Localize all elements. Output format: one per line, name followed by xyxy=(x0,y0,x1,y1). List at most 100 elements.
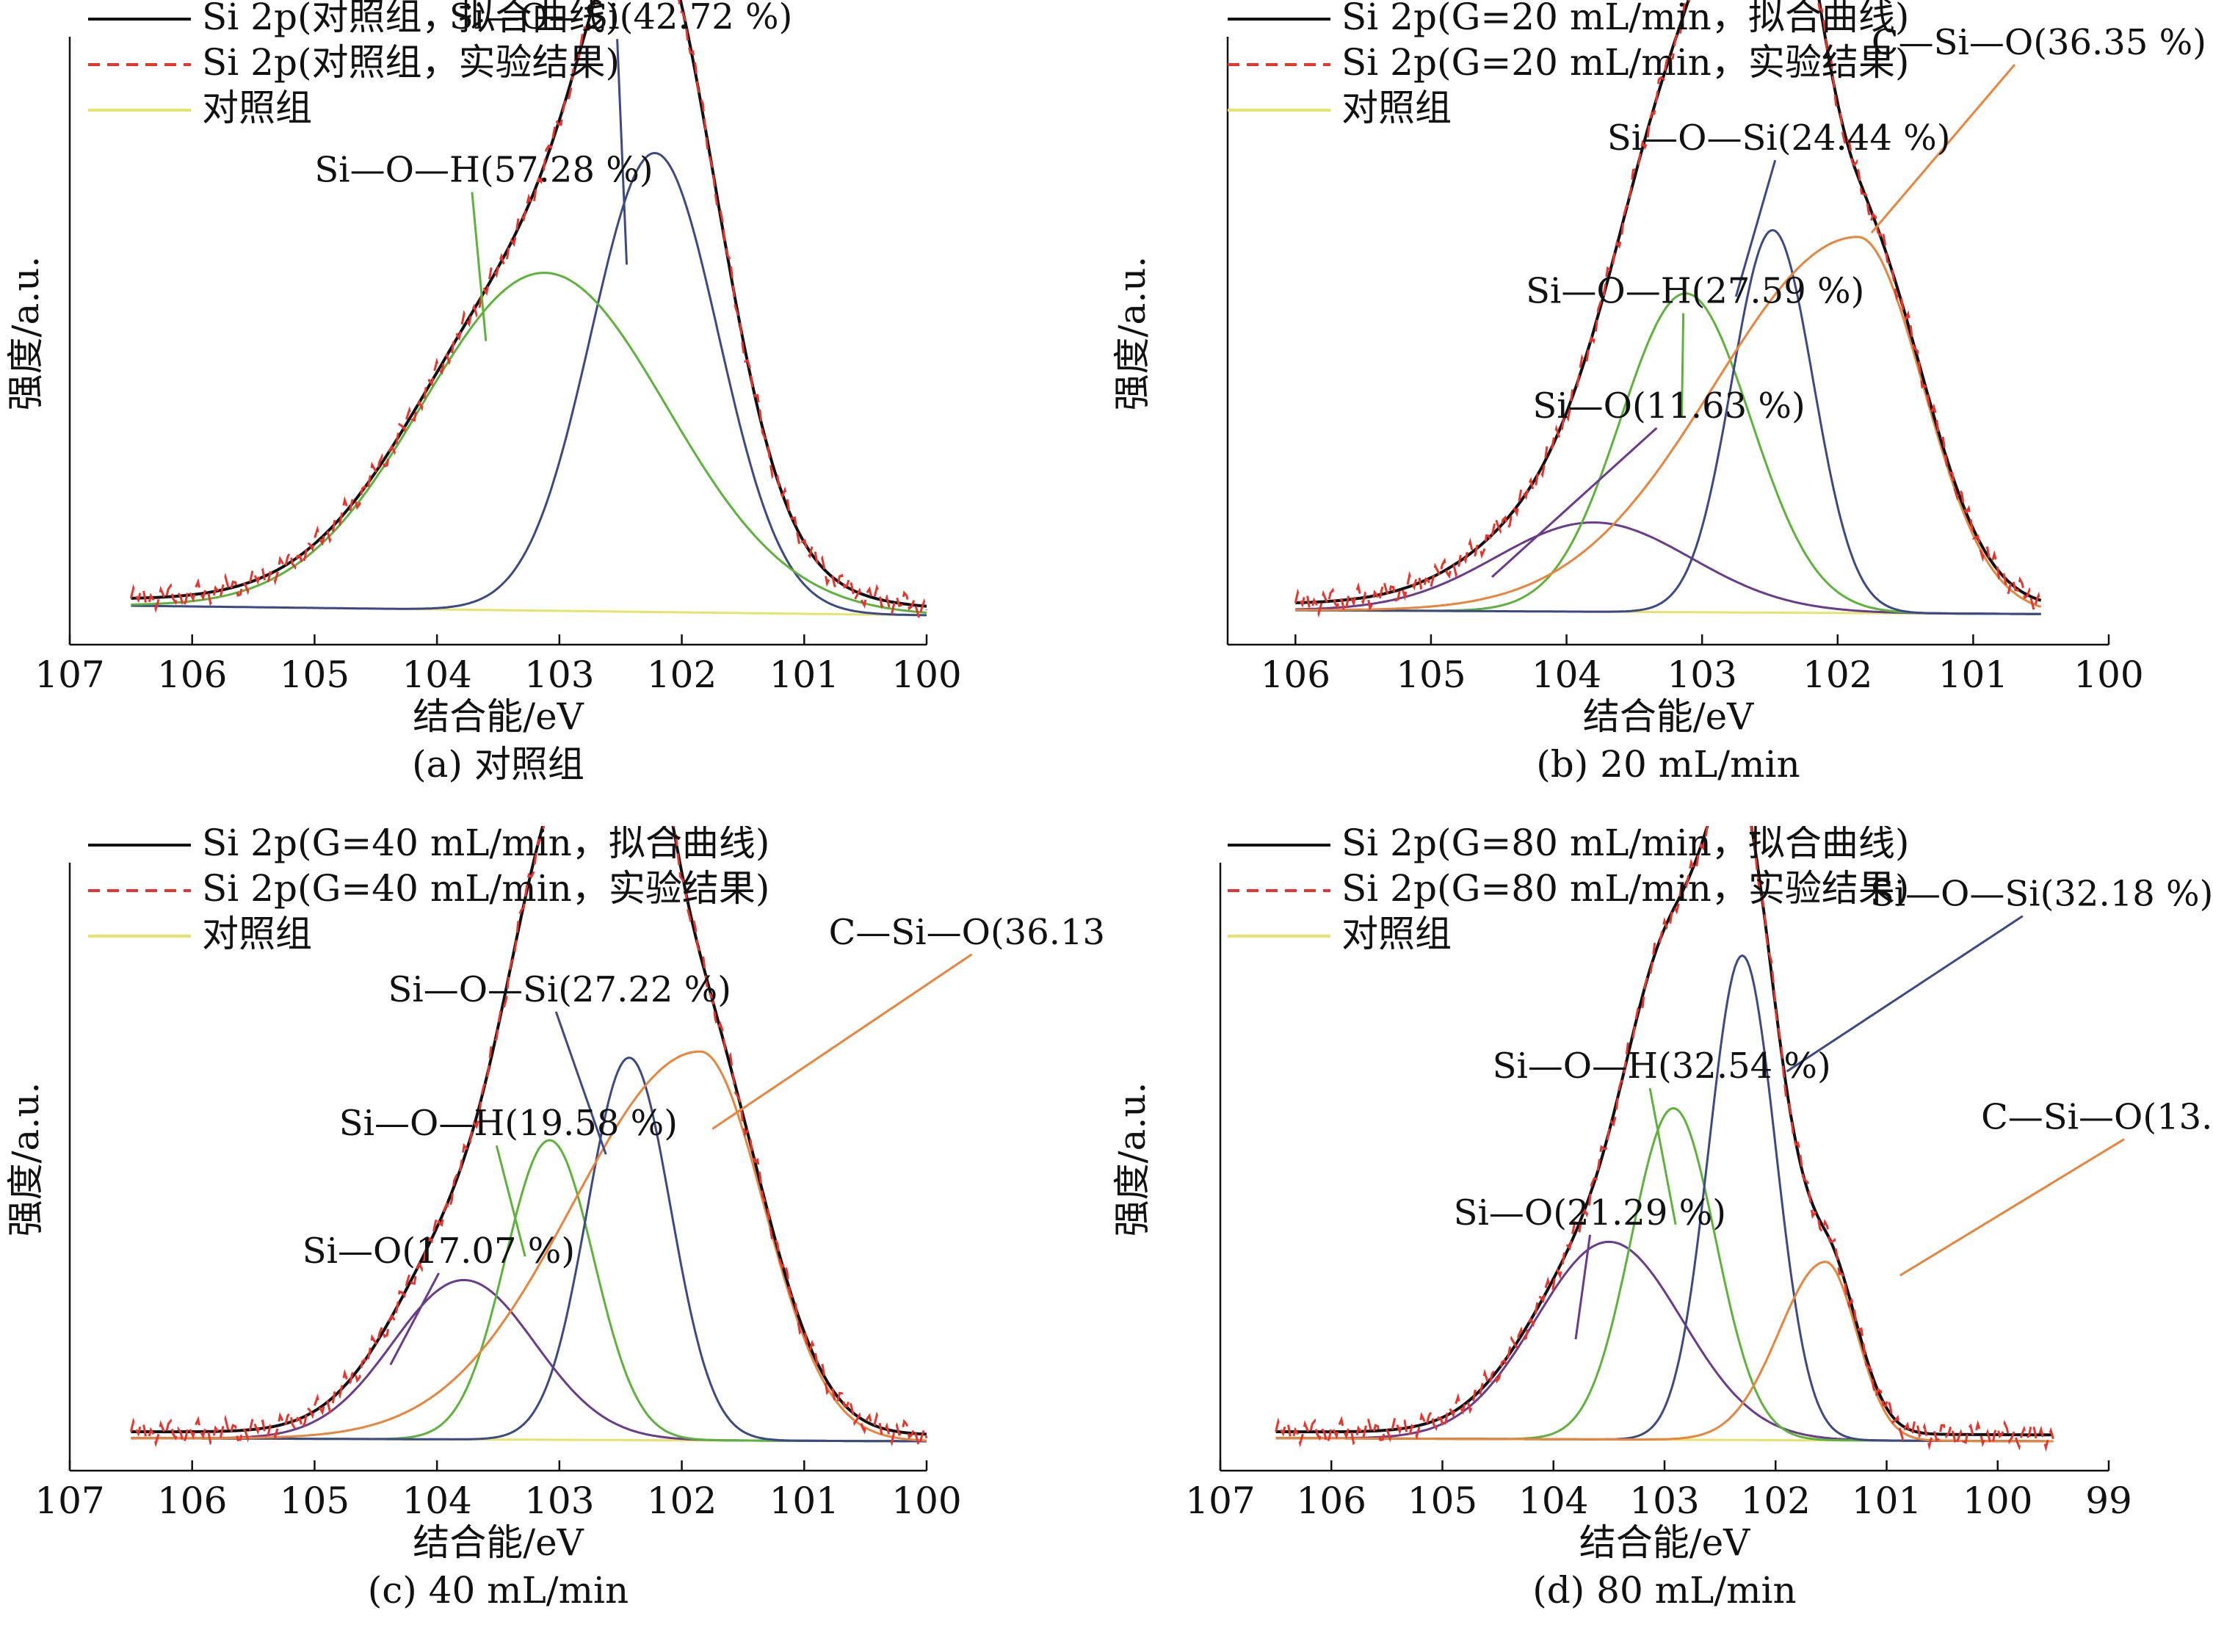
legend-label: Si 2p(G=40 mL/min，实验结果) xyxy=(202,867,769,910)
series-experiment xyxy=(129,826,928,1451)
x-tick-label: 105 xyxy=(280,1479,349,1522)
chart-panel-a: 107 106 105 104 103 102 101 100 结合能/eV 强度/a.u. (a)… xyxy=(4,0,962,786)
annotation-leader xyxy=(389,1272,440,1366)
x-tick-label: 106 xyxy=(1261,653,1330,696)
x-tick-label: 104 xyxy=(402,653,471,696)
x-tick-label: 105 xyxy=(1408,1479,1477,1522)
series-experiment xyxy=(1275,826,2054,1452)
peak-annotation: Si—O—Si(42.72 %) xyxy=(449,0,793,37)
panel-caption: (a) 对照组 xyxy=(412,743,584,786)
x-tick-label: 102 xyxy=(647,1479,717,1522)
x-axis-label: 结合能/eV xyxy=(413,695,584,738)
x-tick-label: 107 xyxy=(35,653,104,696)
series-experiment xyxy=(129,0,928,623)
x-tick-label: 101 xyxy=(1852,1479,1922,1522)
x-axis-label: 结合能/eV xyxy=(1583,695,1754,738)
legend-label: Si 2p(G=80 mL/min，拟合曲线) xyxy=(1341,826,1909,864)
annotation-leader xyxy=(1680,313,1685,418)
x-tick-label: 101 xyxy=(769,1479,839,1522)
annotation-leader xyxy=(616,39,629,265)
x-tick-label: 104 xyxy=(1532,653,1601,696)
peak-annotation: Si—O—Si(27.22 %) xyxy=(388,969,731,1010)
legend-label: Si 2p(对照组，实验结果) xyxy=(202,41,620,84)
legend-label: Si 2p(G=20 mL/min，拟合曲线) xyxy=(1341,0,1909,38)
x-tick-label: 102 xyxy=(1741,1479,1811,1522)
legend-label: 对照组 xyxy=(202,87,312,129)
x-tick-label: 103 xyxy=(1667,653,1736,696)
series-peak-si_o xyxy=(1295,521,2041,615)
series-peak-si_o_si xyxy=(131,1057,927,1443)
panel-caption: (d) 80 mL/min xyxy=(1532,1569,1797,1612)
series-peak-si_o xyxy=(1275,1240,2054,1443)
peak-annotation: C—Si—O(13.99 %) xyxy=(1981,1097,2213,1138)
annotation-leader xyxy=(711,953,973,1130)
peak-annotation: C—Si—O(36.13 %) xyxy=(829,912,1106,953)
legend-label: Si 2p(G=40 mL/min，拟合曲线) xyxy=(202,826,769,864)
peak-annotation: Si—O—H(19.58 %) xyxy=(339,1103,678,1144)
panel-caption: (b) 20 mL/min xyxy=(1536,743,1800,786)
legend-label: Si 2p(G=20 mL/min，实验结果) xyxy=(1341,41,1909,84)
peak-annotation: Si—O(11.63 %) xyxy=(1532,385,1805,427)
series-peak-si_o_si xyxy=(1295,228,2041,615)
panel-caption: (c) 40 mL/min xyxy=(368,1569,629,1612)
y-axis-label: 强度/a.u. xyxy=(4,256,47,411)
x-tick-label: 105 xyxy=(280,653,349,696)
x-tick-label: 102 xyxy=(647,653,717,696)
peak-annotation: Si—O—H(27.59 %) xyxy=(1526,271,1864,312)
y-axis-label: 强度/a.u. xyxy=(1111,256,1153,411)
x-tick-label: 100 xyxy=(891,653,961,696)
x-tick-label: 102 xyxy=(1803,653,1872,696)
annotation-leader xyxy=(1734,159,1777,297)
series-peak-c_si_o xyxy=(131,1050,927,1442)
series-peak-si_o_h xyxy=(1275,1106,2054,1443)
series-peak-c_si_o xyxy=(1275,1261,2054,1443)
x-tick-label: 104 xyxy=(402,1479,471,1522)
annotation-leader xyxy=(1786,915,2024,1073)
y-axis-label: 强度/a.u. xyxy=(1111,1082,1153,1237)
series-peak-si_o_h xyxy=(131,272,927,614)
legend-label: 对照组 xyxy=(202,913,312,955)
x-axis-label: 结合能/eV xyxy=(413,1521,584,1564)
x-tick-label: 99 xyxy=(2085,1479,2132,1522)
series-peak-si_o_h xyxy=(131,1139,927,1443)
x-tick-label: 107 xyxy=(35,1479,104,1522)
peak-annotation: Si—O(17.07 %) xyxy=(303,1231,575,1272)
annotation-leader xyxy=(1870,63,2016,234)
x-tick-label: 101 xyxy=(769,653,839,696)
x-tick-label: 100 xyxy=(2073,653,2143,696)
annotation-leader xyxy=(1574,1234,1592,1340)
chart-panel-b: 106 105 104 103 102 101 100 结合能/eV 强度/a.u. (b) 20… xyxy=(1111,0,2206,786)
legend-label: Si 2p(G=80 mL/min，实验结果) xyxy=(1341,867,1909,910)
x-tick-label: 100 xyxy=(1963,1479,2032,1522)
x-tick-label: 100 xyxy=(891,1479,961,1522)
x-tick-label: 105 xyxy=(1396,653,1466,696)
series-peak-c_si_o xyxy=(1295,236,2042,612)
peak-annotation: Si—O—Si(24.44 %) xyxy=(1607,117,1951,159)
y-axis-label: 强度/a.u. xyxy=(4,1082,47,1237)
annotation-leader xyxy=(471,192,488,341)
annotation-leader xyxy=(1491,427,1658,579)
legend-label: Si 2p(对照组，拟合曲线) xyxy=(202,0,620,38)
x-axis-label: 结合能/eV xyxy=(1579,1521,1750,1564)
x-tick-label: 107 xyxy=(1185,1479,1255,1522)
chart-panel-d: 107 106 105 104 103 102 101 100 99 结合能/eV 强度/a.u. (… xyxy=(1111,826,2213,1612)
chart-panel-c: 107 106 105 104 103 102 101 100 结合能/eV 强度/a.u. (c)… xyxy=(4,826,1106,1612)
peak-annotation: Si—O—Si(32.18 %) xyxy=(1870,874,2213,915)
annotation-leader xyxy=(554,1011,607,1155)
x-tick-label: 106 xyxy=(157,653,227,696)
legend-label: 对照组 xyxy=(1341,913,1452,955)
peak-annotation: Si—O—H(57.28 %) xyxy=(314,150,653,191)
x-tick-label: 106 xyxy=(1297,1479,1366,1522)
series-peak-si_o_h xyxy=(1295,292,2041,615)
x-tick-label: 104 xyxy=(1518,1479,1588,1522)
annotation-leader xyxy=(1648,1087,1677,1225)
x-tick-label: 101 xyxy=(1938,653,2008,696)
x-tick-label: 103 xyxy=(524,653,594,696)
x-tick-label: 103 xyxy=(524,1479,594,1522)
peak-annotation: Si—O(21.29 %) xyxy=(1454,1192,1726,1233)
annotation-leader xyxy=(1899,1138,2125,1277)
legend-label: 对照组 xyxy=(1341,87,1452,129)
x-tick-label: 103 xyxy=(1629,1479,1699,1522)
x-tick-label: 106 xyxy=(157,1479,227,1522)
annotation-leader xyxy=(495,1145,526,1257)
